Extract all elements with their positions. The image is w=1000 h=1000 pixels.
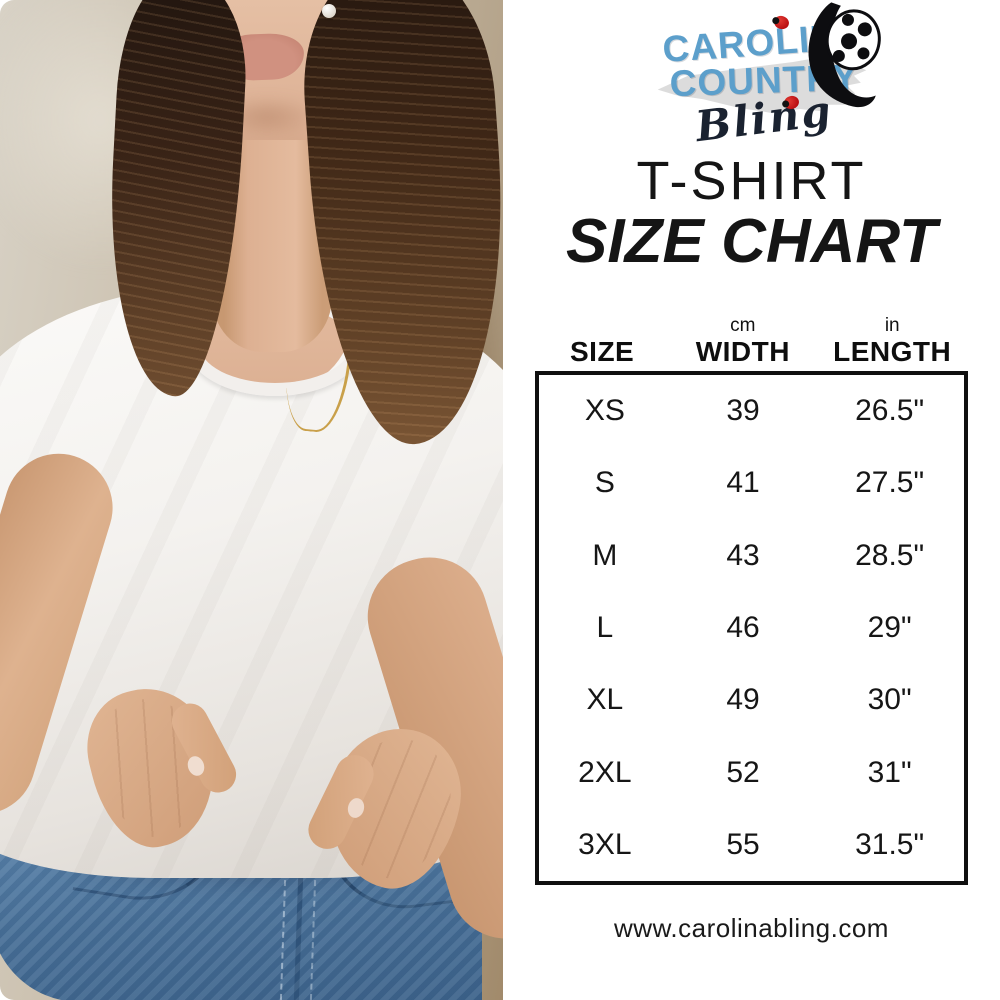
cell-size: XS <box>584 394 625 428</box>
table-row: L 46 29" <box>539 592 964 664</box>
table-row: 2XL 52 31" <box>539 736 964 808</box>
cowboy-hat-icon <box>808 2 881 108</box>
table-row: XS 39 26.5" <box>539 375 964 447</box>
cell-width: 55 <box>726 827 760 861</box>
pearl-earring <box>322 4 336 18</box>
table-row: XL 49 30" <box>539 664 964 736</box>
jeans-stitch <box>309 880 317 1000</box>
size-chart-panel: CAROLINA COUNTRY Bling T-SHIRT SIZE CHAR… <box>503 0 1000 1000</box>
table-row: M 43 28.5" <box>539 520 964 592</box>
cell-length: 31.5" <box>855 827 925 861</box>
jeans-fly-seam <box>293 873 304 1000</box>
cell-size: 2XL <box>578 755 632 789</box>
table-row: S 41 27.5" <box>539 447 964 519</box>
cell-length: 31" <box>867 755 912 789</box>
column-label-width: WIDTH <box>695 336 790 367</box>
cell-size: XL <box>586 683 624 717</box>
header-col-length: in LENGTH <box>816 315 968 367</box>
unit-label <box>535 315 669 337</box>
model-photo <box>0 0 503 1000</box>
cell-width: 46 <box>726 610 760 644</box>
column-label-length: LENGTH <box>833 336 952 367</box>
cell-width: 39 <box>726 394 760 428</box>
cell-size: M <box>592 538 618 572</box>
cell-width: 52 <box>726 755 760 789</box>
cell-size: 3XL <box>578 827 632 861</box>
title-size-chart: SIZE CHART <box>566 207 937 276</box>
page-title: T-SHIRT SIZE CHART <box>503 154 1000 273</box>
cell-width: 43 <box>726 538 760 572</box>
column-label-size: SIZE <box>569 336 635 367</box>
cell-length: 27.5" <box>855 466 925 500</box>
jeans-stitch <box>279 880 287 1000</box>
brand-logo: CAROLINA COUNTRY Bling <box>624 2 904 151</box>
cell-length: 26.5" <box>855 394 925 428</box>
cell-length: 28.5" <box>855 538 925 572</box>
table-header: SIZE cm WIDTH in LENGTH <box>535 315 968 367</box>
title-tshirt: T-SHIRT <box>636 151 867 211</box>
cell-size: L <box>596 610 614 644</box>
header-col-width: cm WIDTH <box>669 315 816 367</box>
cell-width: 49 <box>726 683 760 717</box>
header-col-size: SIZE <box>535 315 669 367</box>
unit-label-cm: cm <box>730 315 756 336</box>
cell-length: 30" <box>867 683 912 717</box>
cell-width: 41 <box>726 466 760 500</box>
website-url: www.carolinabling.com <box>614 913 889 943</box>
table-row: 3XL 55 31.5" <box>539 809 964 881</box>
size-table: XS 39 26.5" S 41 27.5" M 43 28.5" L 46 2… <box>535 371 968 885</box>
cell-size: S <box>594 466 615 500</box>
cell-length: 29" <box>867 610 912 644</box>
unit-label-in: in <box>884 315 900 336</box>
